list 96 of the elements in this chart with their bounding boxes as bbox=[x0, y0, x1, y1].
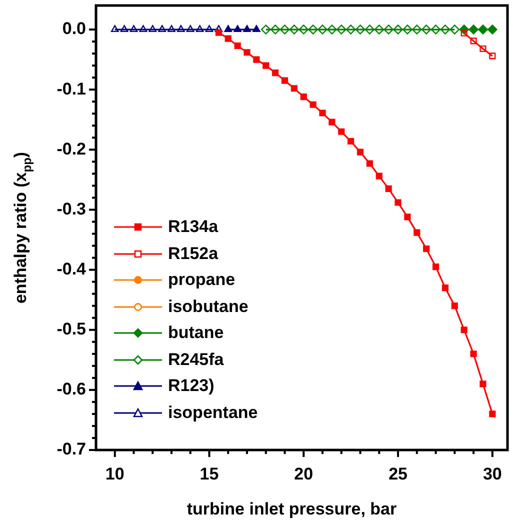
point bbox=[376, 172, 382, 180]
point bbox=[450, 24, 460, 34]
point bbox=[252, 25, 260, 32]
point bbox=[234, 25, 242, 32]
point bbox=[442, 284, 448, 292]
point bbox=[470, 38, 477, 44]
y-tick-label: -0.7 bbox=[56, 440, 86, 459]
legend-label: R152a bbox=[168, 244, 218, 264]
point bbox=[139, 25, 148, 32]
point bbox=[338, 128, 345, 135]
point bbox=[290, 85, 298, 92]
point bbox=[460, 326, 468, 334]
point bbox=[346, 24, 356, 34]
x-tick-label: 15 bbox=[200, 464, 219, 484]
point bbox=[356, 148, 364, 156]
legend-label: isobutane bbox=[168, 296, 248, 317]
point bbox=[234, 42, 241, 50]
point bbox=[110, 25, 119, 32]
point bbox=[168, 25, 176, 32]
legend-label: R123) bbox=[168, 376, 214, 396]
point bbox=[272, 69, 279, 76]
point bbox=[260, 24, 271, 34]
point bbox=[348, 138, 354, 145]
point bbox=[374, 24, 384, 34]
point bbox=[130, 25, 138, 32]
point bbox=[186, 25, 194, 32]
point bbox=[440, 24, 450, 34]
point bbox=[244, 49, 250, 56]
x-axis-title: turbine inlet pressure, bar bbox=[186, 500, 397, 519]
point bbox=[215, 29, 222, 36]
x-tick-label: 25 bbox=[388, 464, 408, 484]
point bbox=[430, 24, 441, 34]
point bbox=[478, 24, 488, 34]
point bbox=[394, 199, 402, 206]
point bbox=[270, 24, 280, 34]
point bbox=[196, 25, 204, 32]
point bbox=[488, 24, 498, 34]
point bbox=[421, 24, 432, 34]
y-tick-label: -0.6 bbox=[56, 380, 86, 399]
point bbox=[280, 24, 290, 34]
y-tick-label: -0.1 bbox=[56, 79, 86, 98]
point bbox=[423, 245, 430, 252]
point bbox=[366, 160, 373, 167]
point bbox=[414, 229, 420, 236]
point bbox=[262, 62, 270, 69]
legend-label: propane bbox=[168, 270, 236, 290]
legend-label: isopentane bbox=[168, 402, 258, 423]
y-tick-label: -0.4 bbox=[56, 259, 87, 278]
point bbox=[328, 118, 336, 126]
point bbox=[148, 25, 157, 32]
y-tick-label: -0.5 bbox=[56, 320, 86, 339]
point bbox=[310, 101, 316, 108]
point bbox=[224, 25, 232, 32]
point bbox=[402, 24, 412, 34]
point bbox=[355, 24, 366, 34]
point bbox=[489, 410, 496, 418]
point bbox=[404, 214, 411, 220]
point bbox=[327, 24, 337, 34]
y-tick-label: -0.2 bbox=[56, 139, 86, 158]
point bbox=[432, 264, 440, 270]
point bbox=[120, 25, 128, 32]
legend-label: R245fa bbox=[168, 350, 224, 370]
point bbox=[470, 350, 477, 358]
point bbox=[480, 380, 486, 388]
point bbox=[319, 110, 326, 116]
point bbox=[205, 25, 214, 32]
y-axis-title: enthalpy ratio (xpp) bbox=[11, 152, 34, 304]
point bbox=[412, 24, 422, 34]
x-tick-label: 10 bbox=[105, 464, 124, 484]
point bbox=[300, 94, 307, 100]
point bbox=[308, 24, 318, 34]
point bbox=[281, 77, 288, 84]
point bbox=[318, 24, 328, 34]
x-tick-label: 30 bbox=[482, 464, 502, 484]
x-tick-label: 20 bbox=[294, 464, 314, 484]
legend-label: R134a bbox=[168, 217, 218, 238]
point bbox=[385, 185, 392, 192]
point bbox=[451, 302, 458, 310]
point bbox=[214, 25, 223, 32]
point bbox=[158, 25, 166, 32]
point bbox=[336, 24, 346, 34]
point bbox=[243, 25, 251, 32]
point bbox=[298, 24, 309, 34]
point bbox=[480, 45, 486, 52]
y-tick-label: -0.3 bbox=[56, 199, 86, 218]
point bbox=[289, 24, 300, 34]
y-tick-label: 0.0 bbox=[62, 19, 86, 38]
point bbox=[393, 24, 403, 34]
point bbox=[224, 35, 232, 42]
point bbox=[364, 24, 375, 34]
point bbox=[384, 24, 394, 34]
point bbox=[468, 24, 478, 34]
legend-label: butane bbox=[168, 323, 224, 344]
point bbox=[177, 25, 185, 32]
point bbox=[253, 56, 260, 63]
point bbox=[489, 52, 496, 60]
